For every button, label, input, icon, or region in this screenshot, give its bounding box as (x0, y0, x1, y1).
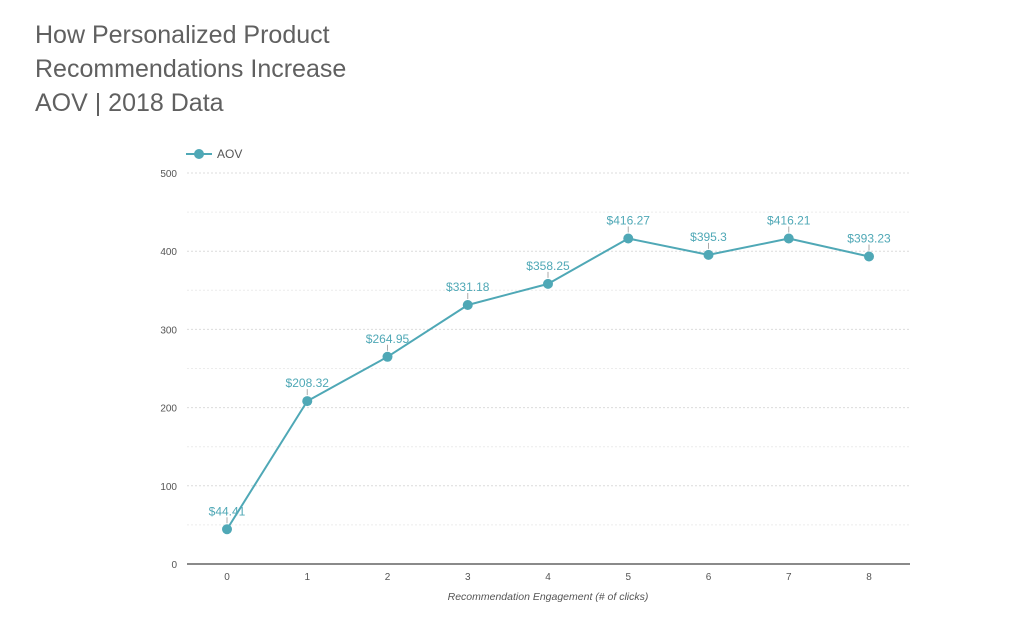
x-tick-label: 0 (224, 572, 230, 583)
data-label: $331.18 (446, 280, 490, 294)
data-point (623, 233, 634, 244)
x-axis: 0 1 2 3 4 5 6 7 8 (187, 563, 910, 583)
data-label: $416.27 (607, 213, 651, 227)
data-label: $358.25 (526, 259, 570, 273)
y-axis: 0 100 200 300 400 500 (160, 169, 177, 571)
x-tick-label: 1 (304, 572, 310, 583)
data-point (302, 396, 313, 407)
y-tick-label: 400 (160, 247, 177, 258)
y-tick-label: 100 (160, 482, 177, 493)
y-tick-label: 300 (160, 325, 177, 336)
y-tick-label: 500 (160, 169, 177, 180)
chart-title-line-3: AOV | 2018 Data (35, 89, 224, 117)
x-tick-label: 2 (385, 572, 391, 583)
data-point (703, 249, 714, 260)
data-label: $44.41 (209, 504, 246, 518)
x-tick-label: 5 (625, 572, 631, 583)
data-point (222, 524, 232, 535)
x-tick-label: 8 (866, 572, 872, 583)
data-label: $416.21 (767, 214, 811, 228)
data-point (382, 351, 393, 362)
y-tick-label: 200 (160, 404, 177, 415)
chart-title: How Personalized Product Recommendations… (35, 18, 455, 120)
data-label: $395.3 (690, 230, 727, 244)
chart-legend: AOV (186, 147, 242, 161)
data-point (864, 251, 874, 262)
chart-title-line-2: Recommendations Increase (35, 55, 347, 83)
x-tick-label: 3 (465, 572, 471, 583)
y-tick-label: 0 (171, 560, 177, 571)
x-tick-label: 7 (786, 572, 792, 583)
data-label: $264.95 (366, 332, 410, 346)
x-tick-label: 4 (545, 572, 551, 583)
data-point (543, 278, 553, 289)
data-point (462, 300, 473, 311)
chart-series (222, 233, 874, 535)
data-label: $393.23 (847, 231, 891, 245)
legend-series-label: AOV (217, 147, 242, 161)
x-tick-label: 6 (706, 572, 712, 583)
data-point (783, 233, 794, 244)
data-label: $208.32 (286, 376, 330, 390)
chart-title-line-1: How Personalized Product (35, 21, 330, 49)
chart-data-labels: $44.41 $208.32 $264.95 $331.18 $358.25 $416.2… (209, 213, 891, 524)
legend-series-marker (194, 149, 204, 159)
x-axis-title: Recommendation Engagement (# of clicks) (448, 591, 649, 603)
chart-gridlines (187, 172, 910, 526)
